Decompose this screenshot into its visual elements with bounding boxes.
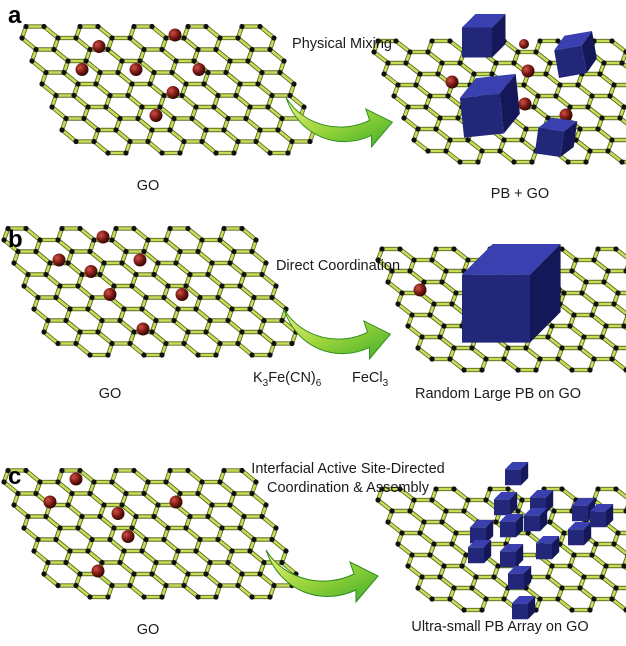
pb-particle-a4 (534, 117, 578, 157)
active-site (91, 564, 105, 578)
process-label-c-line2: Coordination & Assembly (267, 480, 429, 496)
active-site (129, 63, 143, 76)
pb-small-cube-12 (590, 504, 614, 528)
reaction-arrow-b (283, 309, 392, 361)
right-label-b: Random Large PB on GO (414, 386, 582, 402)
active-site (175, 288, 189, 301)
active-site (168, 28, 182, 42)
pb-small-cube-7 (524, 508, 548, 532)
pb-small-cube-3 (530, 490, 554, 514)
pb-particle-a1 (462, 14, 506, 58)
pb-small-cube-11 (536, 536, 560, 560)
pb-small-cube-14 (512, 596, 536, 620)
active-site (75, 63, 89, 76)
active-site (166, 86, 180, 99)
active-site (149, 109, 163, 122)
active-site (133, 253, 147, 267)
right-label-c: Ultra-small PB Array on GO (411, 619, 589, 635)
pb-small-cube-10 (500, 544, 524, 568)
active-site (69, 472, 83, 486)
active-site (413, 283, 427, 297)
active-site (103, 288, 117, 301)
go-sheet-b-left (1, 225, 299, 358)
pb-particle-a3 (459, 73, 520, 138)
reagent-label-1: K3Fe(CN)6 (253, 370, 322, 389)
pb-particle-a2 (554, 30, 597, 78)
pb-large-b (462, 244, 561, 343)
active-site (136, 322, 150, 336)
left-label-a: GO (136, 178, 160, 194)
active-site (96, 230, 110, 244)
process-label-c-line1: Interfacial Active Site-Directed (251, 461, 445, 477)
active-site (121, 530, 135, 543)
active-site (192, 63, 206, 76)
go-sheet-c-left (1, 467, 299, 600)
active-site (518, 97, 532, 111)
active-site (521, 64, 535, 78)
process-label-b: Direct Coordination (275, 258, 401, 274)
active-site (111, 507, 125, 520)
active-site (559, 108, 573, 122)
reaction-arrow-c (265, 549, 379, 604)
left-label-b: GO (98, 386, 122, 402)
active-site (43, 495, 57, 509)
active-site (52, 253, 66, 267)
pb-small-cube-8 (568, 522, 592, 546)
active-site (84, 265, 98, 278)
pb-small-cube-2 (494, 492, 518, 516)
left-label-c: GO (136, 622, 160, 638)
process-label-a: Physical Mixing (292, 36, 392, 52)
active-site (445, 75, 459, 89)
panel-letter-c: c (8, 463, 22, 490)
active-site (92, 40, 106, 53)
reaction-arrow-a (285, 97, 394, 149)
panel-letter-a: a (8, 2, 22, 29)
go-sheet-a-left (19, 23, 317, 156)
pb-small-cube-9 (468, 540, 492, 564)
pb-small-cube-1 (505, 462, 529, 486)
active-site (169, 495, 183, 509)
pb-small-cube-6 (500, 514, 524, 538)
pb-small-cube-5 (470, 520, 494, 544)
reagent-label-2: FeCl3 (352, 370, 389, 389)
pb-small-cube-13 (508, 566, 532, 590)
right-label-a: PB + GO (490, 186, 550, 202)
panel-letter-b: b (8, 226, 23, 253)
